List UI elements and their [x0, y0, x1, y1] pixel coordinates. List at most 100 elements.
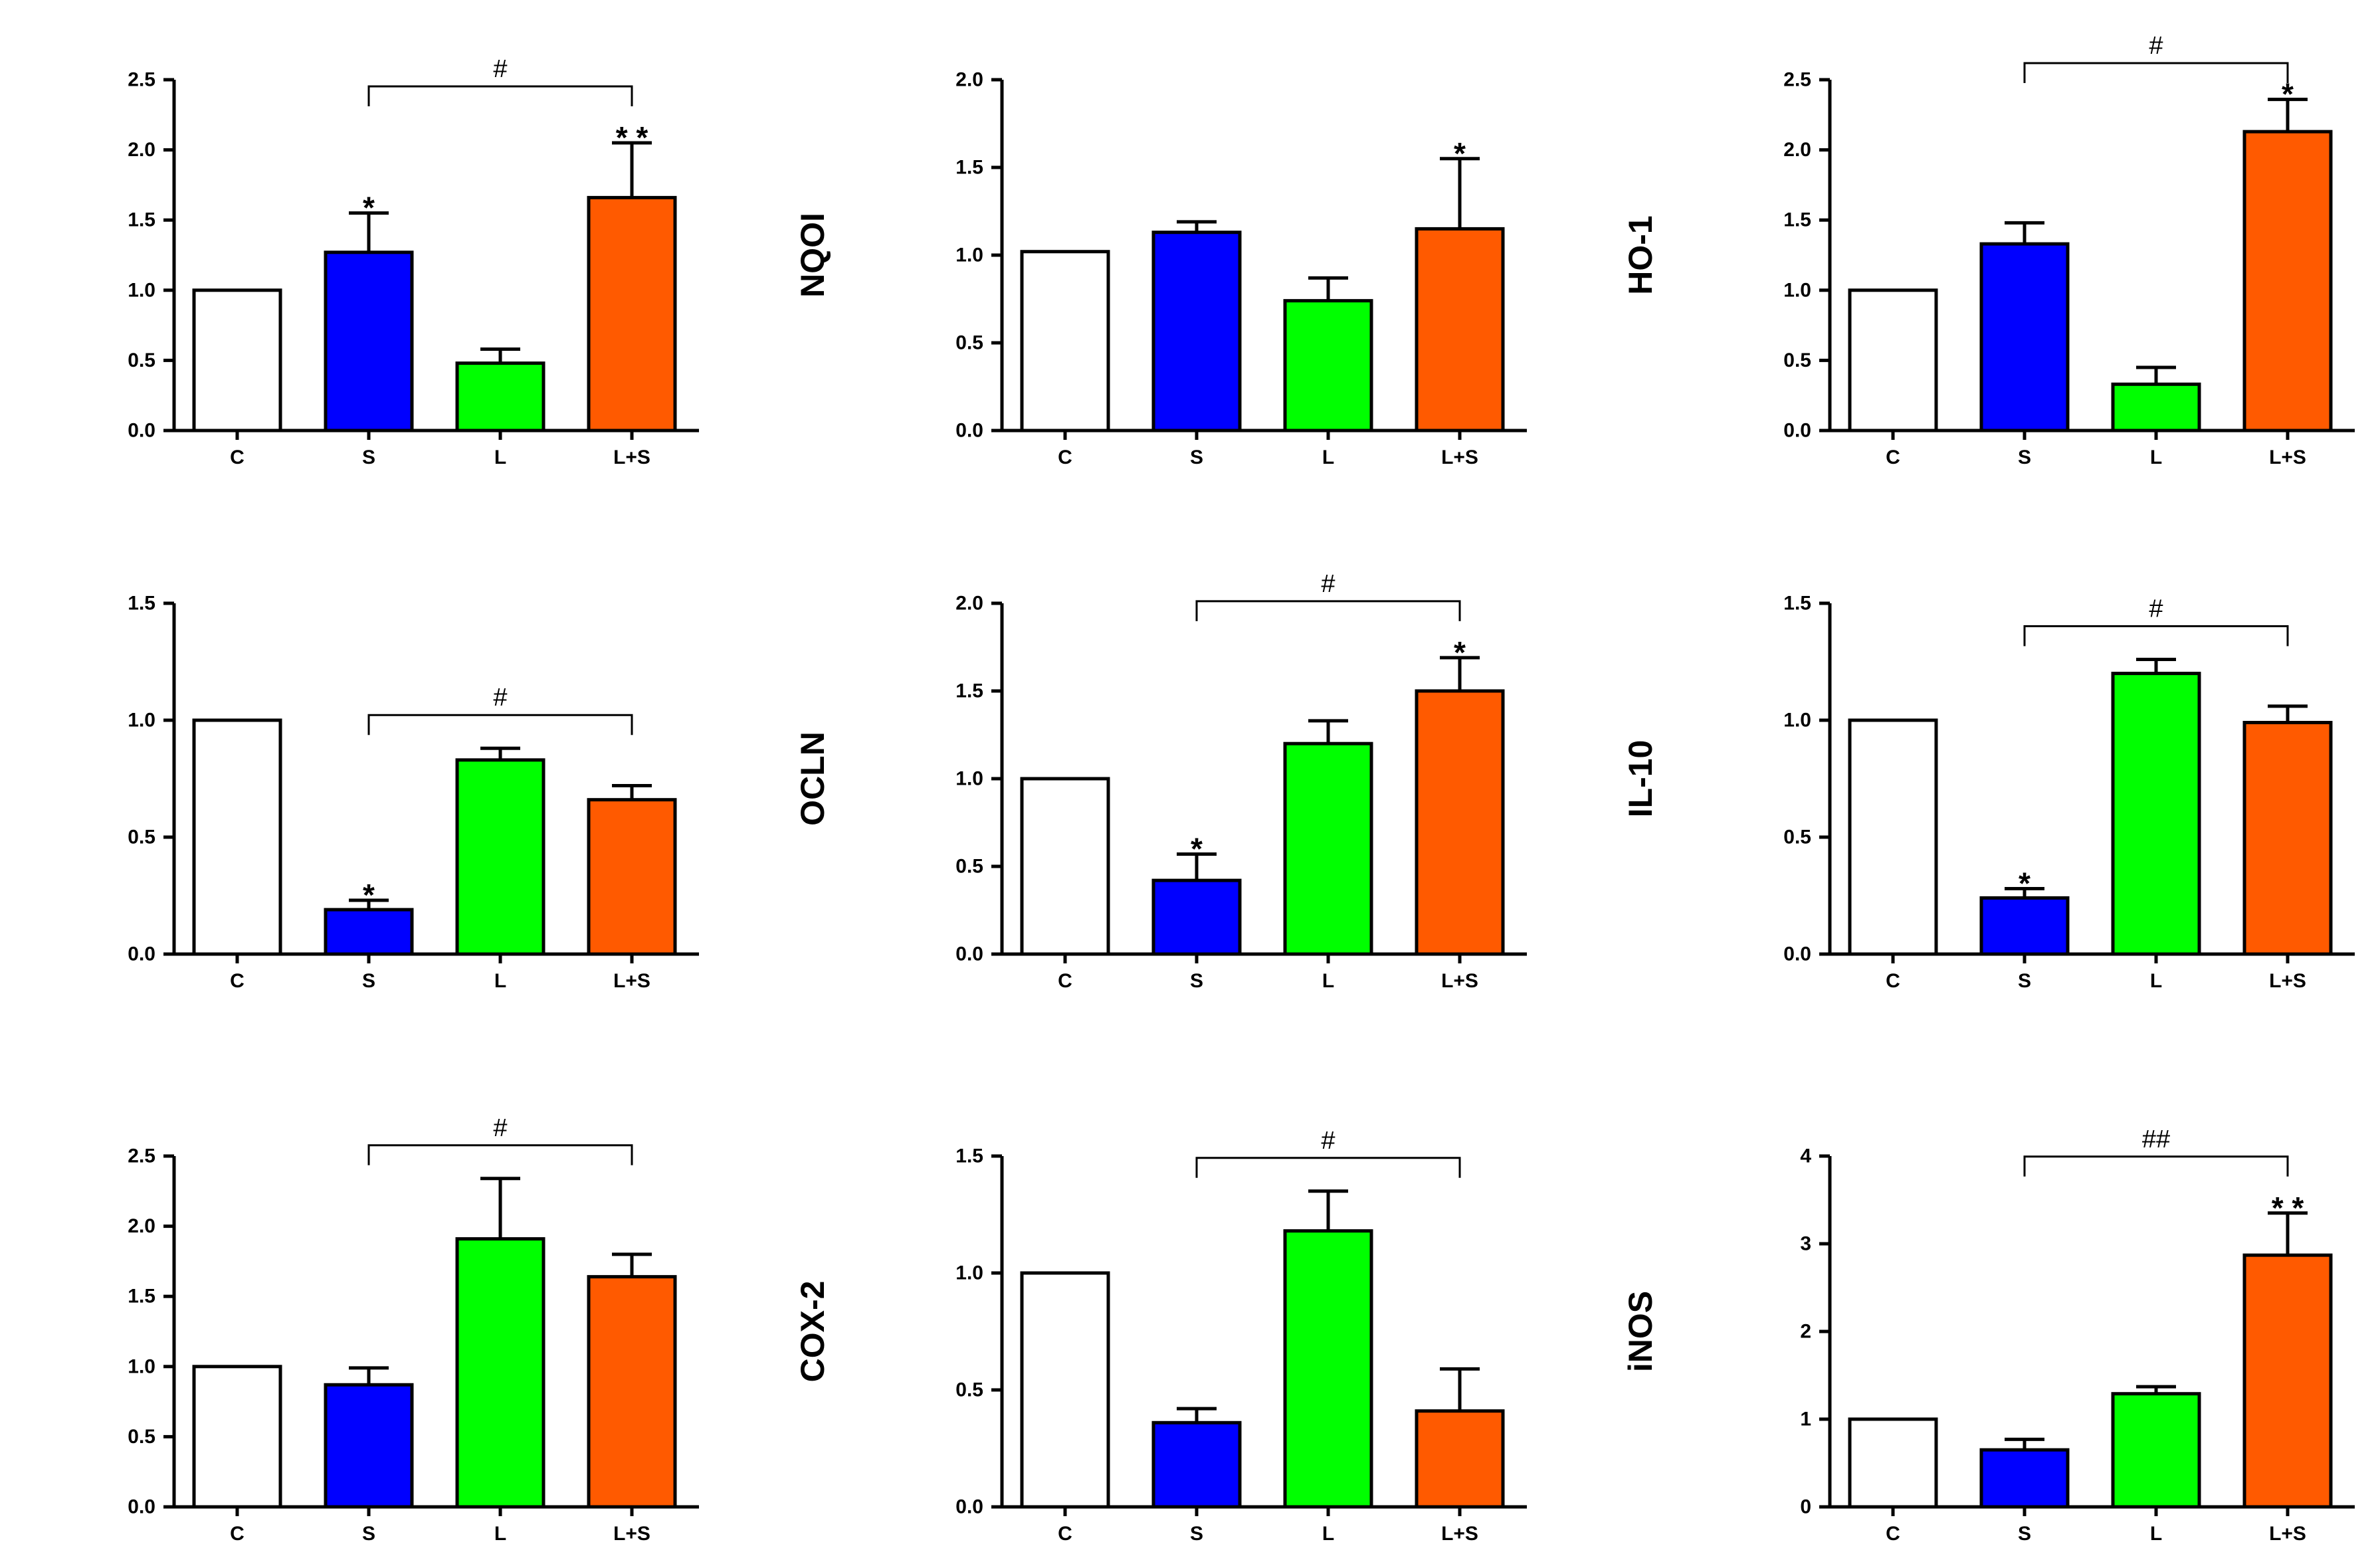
x-tick-label: L [2150, 446, 2162, 468]
significance-star: * [1191, 832, 1203, 866]
x-tick-label: C [1058, 446, 1072, 468]
y-tick-label: 2.0 [955, 593, 983, 615]
x-tick-label: L+S [613, 1523, 650, 1545]
x-tick-label: L [494, 1523, 506, 1545]
x-tick-label: L+S [2269, 1523, 2306, 1545]
y-tick-label: 4 [1800, 1145, 1811, 1167]
bar-l [1283, 741, 1373, 956]
significance-star: * * [616, 120, 648, 155]
y-tick-label: 1.0 [955, 245, 983, 266]
bar-lpluss [587, 1275, 677, 1509]
x-tick-label: L [2150, 1523, 2162, 1545]
y-tick-label: 1.0 [1783, 710, 1811, 732]
y-tick-label: 0.0 [128, 420, 155, 442]
x-tick-label: C [1058, 1523, 1072, 1545]
chart-panel: OCLN 0.0 0.5 1.0 1.5 2.0 C * S L * L+S # [794, 570, 1527, 992]
y-tick-label: 0 [1800, 1496, 1811, 1518]
y-tick-label: 1.0 [1783, 279, 1811, 301]
y-tick-label: 0.5 [955, 332, 983, 354]
y-tick-label: 1.5 [128, 593, 155, 615]
chart-panel: iNOS 0 1 2 3 4 C S L * * L+S ## [1622, 1126, 2355, 1545]
y-tick-label: 2.0 [1783, 139, 1811, 161]
y-tick-label: 0.0 [1783, 420, 1811, 442]
y-tick-label: 3 [1800, 1233, 1811, 1255]
y-tick-label: 0.5 [128, 1426, 155, 1448]
y-tick-label: 0.0 [955, 420, 983, 442]
bracket-label: # [493, 1114, 507, 1142]
x-tick-label: S [1190, 970, 1203, 992]
bar-s [324, 250, 414, 433]
y-tick-label: 2.5 [128, 1145, 155, 1167]
x-tick-label: L+S [1441, 446, 1478, 468]
y-axis-label: OCLN [794, 732, 831, 826]
bar-s [1151, 878, 1242, 956]
significance-star: * [1454, 635, 1466, 670]
y-tick-label: 1.5 [128, 1286, 155, 1308]
bar-s [1151, 1420, 1242, 1509]
significance-star: * [363, 878, 375, 912]
x-tick-label: L [2150, 970, 2162, 992]
bar-c [1848, 1417, 1938, 1509]
x-tick-label: S [362, 1523, 375, 1545]
chart-panel: Nrf2 0.0 0.5 1.0 1.5 2.0 2.5 C * S L * * L+S # [0, 55, 699, 468]
bar-lpluss [587, 798, 677, 956]
bar-lpluss [1415, 1409, 1505, 1509]
significance-bracket [2023, 625, 2289, 646]
bar-lpluss [1415, 689, 1505, 956]
significance-bracket [2023, 62, 2289, 83]
y-tick-label: 1.5 [955, 680, 983, 702]
bracket-label: # [2149, 595, 2163, 623]
bar-lpluss [587, 195, 677, 433]
y-tick-label: 0.5 [955, 856, 983, 878]
y-tick-label: 0.0 [128, 1496, 155, 1518]
x-tick-label: S [2018, 446, 2031, 468]
x-tick-label: S [1190, 446, 1203, 468]
x-tick-label: C [230, 446, 245, 468]
y-axis-label: HO-1 [1622, 215, 1659, 294]
significance-star: * * [2272, 1191, 2304, 1225]
x-tick-label: L+S [613, 970, 650, 992]
bracket-label: # [493, 684, 507, 712]
bar-c [1848, 718, 1938, 956]
x-tick-label: L+S [1441, 1523, 1478, 1545]
y-tick-label: 1.5 [1783, 593, 1811, 615]
y-tick-label: 2.0 [128, 1215, 155, 1237]
y-tick-label: 1 [1800, 1409, 1811, 1430]
significance-star: * [2282, 77, 2294, 112]
x-tick-label: L+S [2269, 970, 2306, 992]
y-axis-label: iNOS [1622, 1291, 1659, 1372]
x-tick-label: C [230, 970, 245, 992]
bar-l [2111, 672, 2201, 956]
bracket-label: # [493, 55, 507, 83]
bracket-label: ## [2142, 1126, 2170, 1153]
y-axis-label: NQOI [794, 213, 831, 298]
chart-panel: IL-13 0.0 0.5 1.0 1.5 2.0 2.5 C S L L+S # [0, 1114, 699, 1545]
chart-panel: COX-2 0.0 0.5 1.0 1.5 C S L L+S # [794, 1127, 1527, 1545]
y-tick-label: 1.0 [128, 1355, 155, 1377]
y-tick-label: 2.5 [1783, 69, 1811, 91]
significance-star: * [1454, 136, 1466, 171]
bar-lpluss [1415, 227, 1505, 433]
significance-bracket [367, 1144, 633, 1165]
x-tick-label: S [362, 446, 375, 468]
bar-c [1020, 1271, 1110, 1509]
x-tick-label: L [494, 446, 506, 468]
x-tick-label: L+S [613, 446, 650, 468]
y-tick-label: 1.5 [955, 157, 983, 179]
bar-l [1283, 1229, 1373, 1509]
x-tick-label: L+S [2269, 446, 2306, 468]
bar-lpluss [2242, 130, 2333, 433]
bar-c [192, 288, 282, 433]
chart-panel: HO-1 0.0 0.5 1.0 1.5 2.0 2.5 C S L * L+S # [1622, 32, 2355, 468]
bar-s [1979, 896, 2070, 956]
x-tick-label: C [1886, 1523, 1900, 1545]
y-tick-label: 2.0 [128, 139, 155, 161]
y-tick-label: 0.0 [1783, 943, 1811, 965]
y-tick-label: 1.0 [128, 710, 155, 732]
bar-l [2111, 1392, 2201, 1509]
y-tick-label: 0.0 [128, 943, 155, 965]
bar-s [1979, 242, 2070, 433]
y-tick-label: 1.0 [955, 1262, 983, 1284]
bar-l [1283, 299, 1373, 433]
